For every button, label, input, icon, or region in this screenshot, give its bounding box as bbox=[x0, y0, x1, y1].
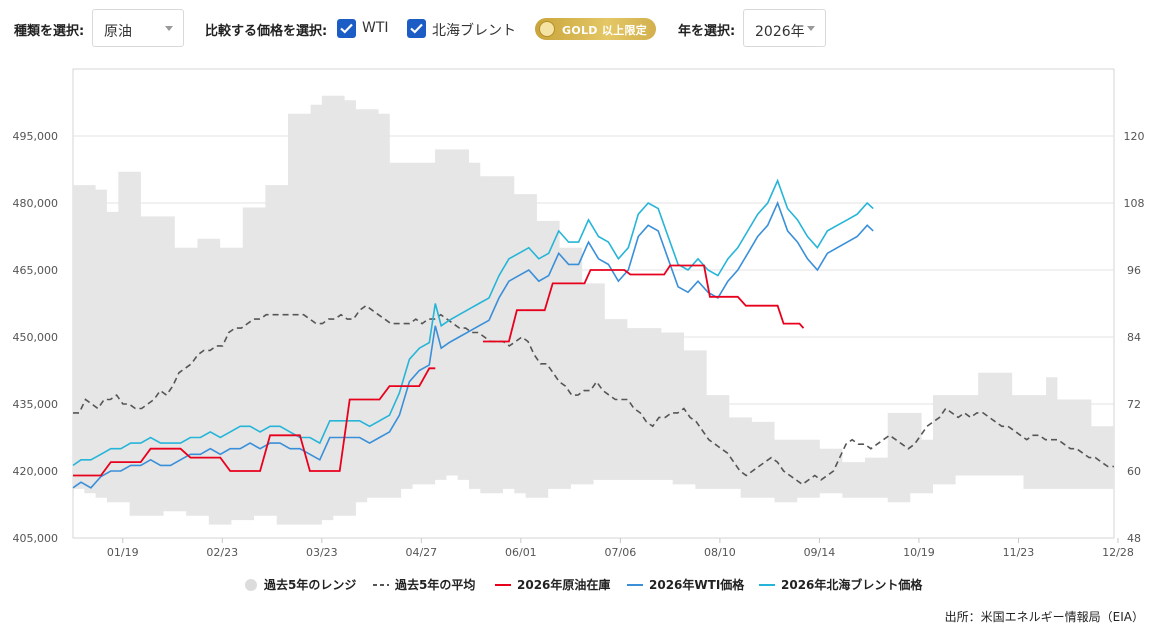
y-axis-right: 48 60 72 84 96 108 120 bbox=[1124, 130, 1145, 545]
x-tick-label: 02/23 bbox=[206, 546, 238, 559]
y-left-tick-label: 450,000 bbox=[13, 331, 59, 344]
legend-label: 2026年原油在庫 bbox=[517, 577, 610, 592]
legend-avg[interactable]: 過去5年の平均 bbox=[373, 577, 475, 592]
year-select[interactable]: 2026年 bbox=[743, 9, 826, 47]
x-tick-label: 01/19 bbox=[107, 546, 139, 559]
y-right-tick-label: 84 bbox=[1127, 331, 1141, 344]
stock-line bbox=[73, 367, 436, 477]
x-tick-label: 08/10 bbox=[704, 546, 736, 559]
y-right-tick-label: 108 bbox=[1124, 197, 1145, 210]
source-note: 出所：米国エネルギー情報局（EIA） bbox=[944, 610, 1144, 624]
x-tick-label: 06/01 bbox=[505, 546, 537, 559]
compare-label: 比較する価格を選択: bbox=[205, 24, 328, 39]
x-tick-label: 11/23 bbox=[1003, 546, 1035, 559]
y-right-tick-label: 96 bbox=[1127, 264, 1141, 277]
year-select-value: 2026年 bbox=[755, 24, 805, 40]
y-right-tick-label: 48 bbox=[1127, 532, 1141, 545]
y-right-tick-label: 72 bbox=[1127, 398, 1141, 411]
stock-line bbox=[483, 264, 805, 343]
gold-coin-icon bbox=[539, 21, 555, 37]
type-select-label: 種類を選択: bbox=[14, 24, 85, 39]
x-axis: 01/19 02/23 03/23 04/27 06/01 07/06 08/10 09/14… bbox=[107, 538, 1134, 559]
avg-line bbox=[73, 304, 1114, 486]
brent-checkbox[interactable] bbox=[407, 19, 426, 38]
y-axis-left: 405,000 420,000 435,000 450,000 465,000 480,0… bbox=[13, 130, 59, 545]
legend-label: 2026年北海ブレント価格 bbox=[781, 577, 923, 592]
brent-line bbox=[72, 178, 874, 467]
legend-brent[interactable]: 2026年北海ブレント価格 bbox=[759, 577, 923, 592]
y-left-tick-label: 495,000 bbox=[13, 130, 59, 143]
type-select[interactable]: 原油 bbox=[92, 9, 184, 47]
x-tick-label: 10/19 bbox=[903, 546, 935, 559]
wti-checkbox-label[interactable]: WTI bbox=[362, 20, 389, 36]
gold-badge[interactable]: GOLD 以上限定 bbox=[535, 18, 656, 40]
wti-line bbox=[72, 200, 874, 489]
brent-checkbox-label[interactable]: 北海ブレント bbox=[432, 23, 516, 39]
year-select-label: 年を選択: bbox=[678, 24, 736, 39]
gold-badge-text: GOLD 以上限定 bbox=[562, 24, 648, 37]
y-right-tick-label: 120 bbox=[1124, 130, 1145, 143]
legend-stock[interactable]: 2026年原油在庫 bbox=[495, 577, 610, 592]
legend-range[interactable]: 過去5年のレンジ bbox=[245, 577, 356, 592]
x-tick-label: 03/23 bbox=[306, 546, 338, 559]
range-area bbox=[73, 95, 1114, 525]
y-left-tick-label: 435,000 bbox=[13, 398, 59, 411]
control-bar: 種類を選択: 原油 比較する価格を選択: WTI 北海ブレント GOLD 以上限… bbox=[0, 0, 1162, 60]
y-left-tick-label: 480,000 bbox=[13, 197, 59, 210]
x-tick-label: 04/27 bbox=[405, 546, 437, 559]
chevron-down-icon bbox=[165, 26, 173, 31]
check-icon bbox=[410, 23, 423, 34]
legend[interactable]: 過去5年のレンジ 過去5年の平均 2026年原油在庫 2026年WTI価格 2026年北… bbox=[245, 577, 923, 592]
legend-label: 2026年WTI価格 bbox=[649, 577, 745, 592]
chevron-down-icon bbox=[807, 26, 815, 31]
legend-label: 過去5年のレンジ bbox=[263, 577, 356, 592]
x-tick-label: 09/14 bbox=[804, 546, 836, 559]
y-left-tick-label: 420,000 bbox=[13, 465, 59, 478]
wti-checkbox[interactable] bbox=[337, 19, 356, 38]
legend-label: 過去5年の平均 bbox=[394, 577, 475, 592]
legend-wti[interactable]: 2026年WTI価格 bbox=[627, 577, 745, 592]
y-left-tick-label: 465,000 bbox=[13, 264, 59, 277]
crude-oil-chart: 405,000 420,000 435,000 450,000 465,000 480,0… bbox=[13, 68, 1145, 592]
x-tick-label: 07/06 bbox=[605, 546, 637, 559]
x-tick-label: 12/28 bbox=[1102, 546, 1134, 559]
legend-swatch bbox=[245, 579, 257, 591]
y-right-tick-label: 60 bbox=[1127, 465, 1141, 478]
check-icon bbox=[340, 23, 353, 34]
y-left-tick-label: 405,000 bbox=[13, 532, 59, 545]
type-select-value: 原油 bbox=[104, 24, 132, 40]
